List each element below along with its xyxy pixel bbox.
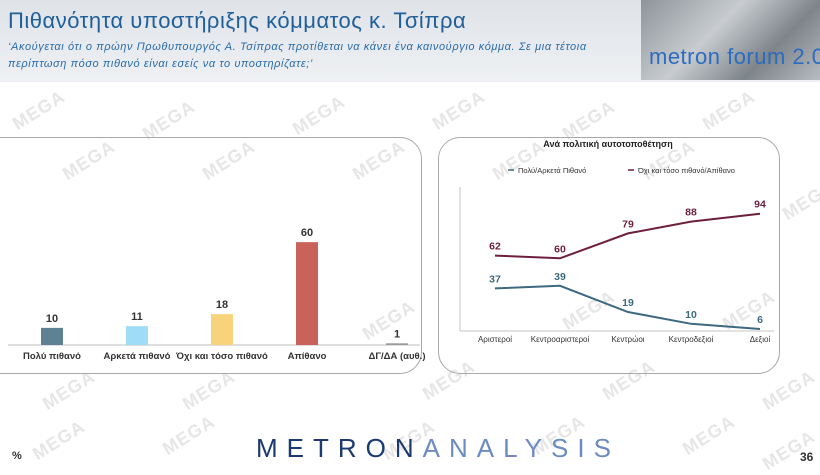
metron-analysis-logo: METRONANALYSIS	[256, 433, 620, 464]
bar-value-label: 11	[131, 311, 143, 323]
watermark-text: MEGA	[28, 416, 89, 464]
watermark-text: MEGA	[428, 86, 489, 134]
bar	[211, 314, 233, 345]
point-value-label: 37	[489, 273, 501, 285]
x-category-label: Κεντρώοι	[611, 335, 644, 344]
point-value-label: 39	[554, 271, 566, 283]
header-banner: Πιθανότητα υποστήριξης κόμματος κ. Τσίπρ…	[0, 0, 820, 82]
metron-forum-logo: metron forum 2.0	[641, 0, 820, 80]
point-value-label: 94	[754, 199, 766, 211]
bar	[41, 327, 63, 345]
bar-category-label: Όχι και τόσο πιθανό	[175, 351, 268, 362]
bar-category-label: Πολύ πιθανό	[23, 351, 81, 362]
bar-value-label: 10	[46, 313, 58, 325]
bar-chart-panel	[0, 137, 422, 374]
bar-category-label: ΔΓ/ΔΑ (αυθ.)	[369, 351, 426, 362]
percent-sign: %	[12, 450, 22, 462]
bar-value-label: 18	[216, 299, 228, 311]
watermark-text: MEGA	[698, 86, 759, 134]
bar	[386, 343, 408, 345]
watermark-text: MEGA	[678, 411, 739, 459]
legend-label: Πολύ/Αρκετά Πιθανό	[518, 166, 586, 175]
series-line	[494, 212, 761, 260]
bar-category-label: Αρκετά πιθανό	[104, 351, 171, 362]
line-chart-title: Ανά πολιτική αυτοτοποθέτηση	[543, 139, 672, 149]
bar	[296, 242, 318, 345]
watermark-text: MEGA	[158, 411, 219, 459]
point-value-label: 19	[622, 297, 634, 309]
bar-category-label: Απίθανο	[288, 351, 327, 362]
bar	[126, 326, 148, 345]
x-category-label: Αριστεροί	[478, 335, 512, 344]
x-category-label: Κεντροαριστεροί	[531, 335, 590, 344]
line-chart-panel	[438, 137, 780, 374]
x-category-label: Δεξιοί	[750, 335, 771, 344]
watermark-text: MEGA	[288, 91, 349, 139]
line-chart: Ανά πολιτική αυτοτοποθέτηση Πολύ/Αρκετά …	[459, 139, 774, 344]
watermark-text: MEGA	[778, 176, 820, 224]
x-category-label: Κεντροδεξιοί	[669, 335, 714, 344]
point-value-label: 60	[554, 243, 566, 255]
point-value-label: 10	[685, 309, 697, 321]
bar-value-label: 1	[394, 328, 400, 340]
point-value-label: 62	[489, 241, 501, 253]
point-value-label: 79	[622, 218, 634, 230]
brand-bold: METRON	[256, 433, 423, 463]
point-value-label: 88	[685, 207, 697, 219]
page-title: Πιθανότητα υποστήριξης κόμματος κ. Τσίπρ…	[8, 8, 467, 33]
page-number: 36	[800, 450, 814, 464]
bar-value-label: 60	[301, 227, 313, 239]
watermark-text: MEGA	[8, 86, 69, 134]
legend-label: Όχι και τόσο πιθανό/Απίθανο	[637, 166, 735, 175]
series-line	[494, 284, 761, 330]
bar-chart: 10 Πολύ πιθανό 11 Αρκετά πιθανό 18 Όχι και τό…	[8, 227, 426, 362]
question-text: ‘Ακούγεται ότι ο πρώην Πρωθυπουργός Α. Τ…	[8, 41, 587, 70]
point-value-label: 6	[757, 314, 763, 326]
logo-text: metron forum 2.0	[649, 44, 820, 69]
brand-thin: ANALYSIS	[422, 433, 620, 463]
